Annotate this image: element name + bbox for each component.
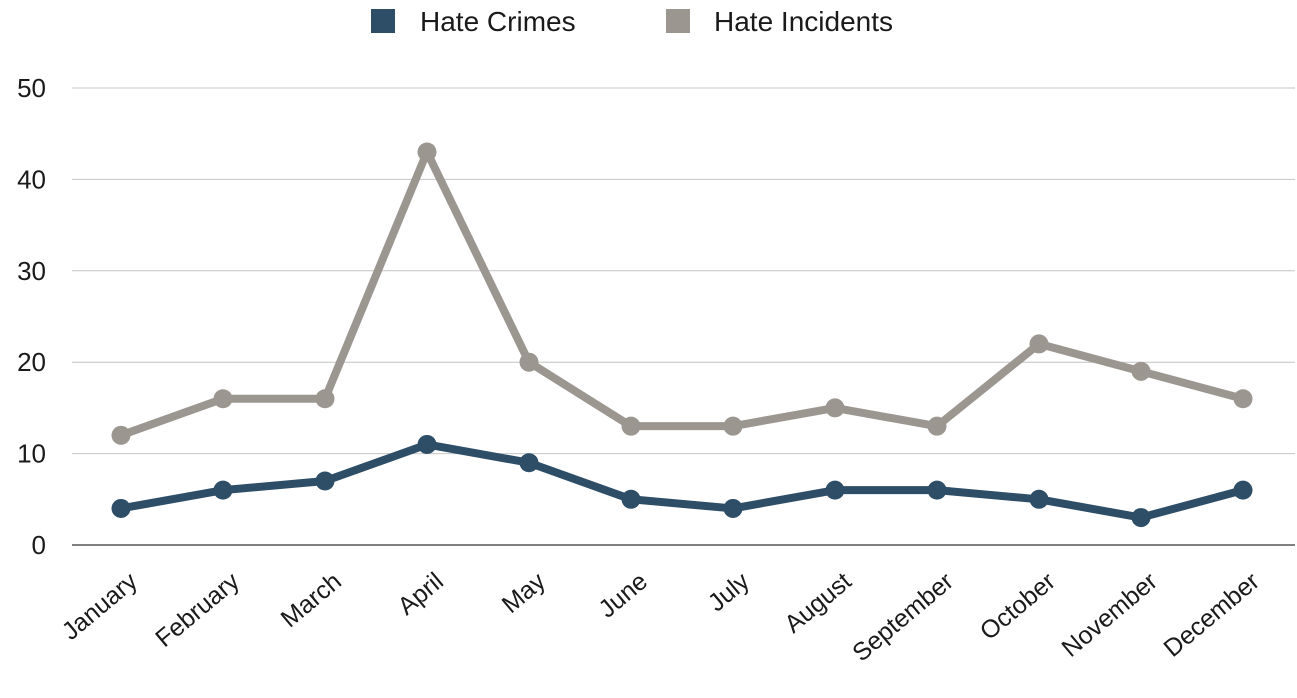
data-point [723, 498, 743, 518]
data-point [1233, 480, 1253, 500]
data-point [1131, 361, 1151, 381]
x-tick-label: October [975, 567, 1061, 646]
data-point [315, 389, 335, 409]
series-points [111, 142, 1253, 528]
series-line [117, 147, 1247, 440]
data-point [519, 453, 539, 473]
data-point [825, 480, 845, 500]
data-point [723, 416, 743, 436]
data-point [927, 480, 947, 500]
x-axis-labels: January February March April May June July Augu… [57, 567, 1265, 667]
x-tick-label: January [57, 567, 144, 646]
data-point [213, 389, 233, 409]
data-point [417, 142, 437, 162]
x-tick-label: August [779, 567, 857, 639]
x-tick-label: April [393, 567, 449, 621]
data-point [1029, 334, 1049, 354]
x-tick-label: June [593, 567, 653, 623]
x-tick-label: November [1057, 567, 1163, 663]
x-tick-label: December [1159, 567, 1265, 663]
data-point [111, 498, 131, 518]
y-tick-label: 50 [17, 73, 46, 103]
x-tick-label: February [150, 567, 245, 653]
legend-swatch [371, 9, 395, 33]
grid-lines [72, 87, 1295, 546]
data-point [519, 352, 539, 372]
series-line [117, 440, 1247, 522]
data-point [621, 416, 641, 436]
data-point [621, 489, 641, 509]
y-tick-label: 20 [17, 347, 46, 377]
data-point [213, 480, 233, 500]
y-tick-label: 0 [32, 530, 46, 560]
legend-label: Hate Incidents [714, 6, 893, 37]
data-point [1131, 508, 1151, 528]
y-tick-label: 40 [17, 164, 46, 194]
x-tick-label: July [703, 567, 755, 617]
legend-swatch [666, 9, 690, 33]
data-point [315, 471, 335, 491]
series-lines [117, 147, 1247, 522]
x-tick-label: March [276, 567, 347, 633]
data-point [1233, 389, 1253, 409]
data-point [417, 434, 437, 454]
data-point [1029, 489, 1049, 509]
x-tick-label: September [847, 567, 959, 667]
legend: Hate Crimes Hate Incidents [371, 6, 893, 37]
data-point [111, 425, 131, 445]
y-axis-ticks: 0 10 20 30 40 50 [17, 73, 46, 560]
data-point [927, 416, 947, 436]
data-point [825, 398, 845, 418]
y-tick-label: 30 [17, 256, 46, 286]
legend-label: Hate Crimes [420, 6, 576, 37]
y-tick-label: 10 [17, 439, 46, 469]
x-tick-label: May [497, 567, 552, 619]
